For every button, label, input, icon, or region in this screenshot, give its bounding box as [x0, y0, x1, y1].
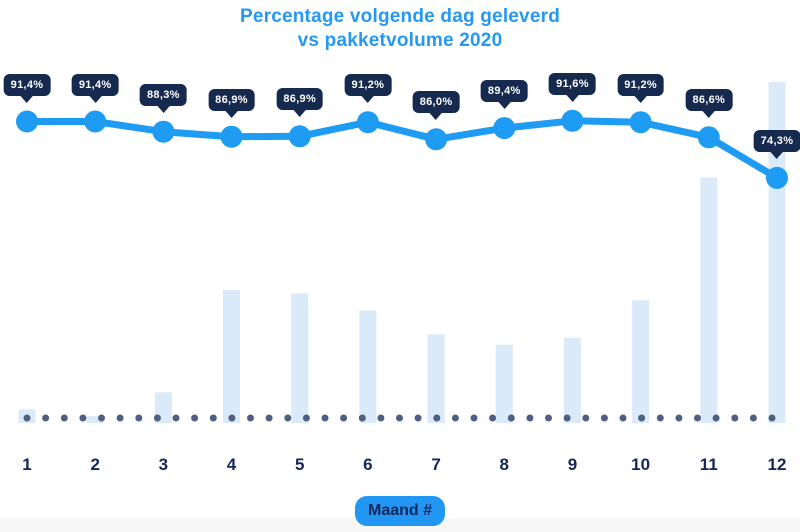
volume-bar	[427, 334, 445, 423]
baseline-dot	[731, 414, 739, 422]
baseline-dot	[321, 414, 329, 422]
x-tick-label: 2	[90, 455, 100, 474]
volume-bar	[86, 416, 104, 423]
baseline-dot	[507, 414, 515, 422]
x-tick-label: 5	[294, 455, 305, 474]
baseline-dot	[247, 414, 254, 422]
baseline-dot	[638, 414, 646, 422]
baseline-dot	[116, 414, 124, 422]
baseline-dot	[451, 414, 459, 422]
baseline-dot	[358, 414, 366, 422]
line-point	[356, 111, 379, 134]
baseline-dot	[526, 414, 534, 422]
x-tick-label: 7	[431, 455, 441, 474]
value-badge: 88,3%	[140, 83, 187, 106]
baseline-dot	[265, 414, 273, 422]
x-tick-label: 12	[767, 455, 787, 474]
volume-bar	[223, 290, 240, 423]
baseline-dot	[23, 414, 31, 422]
x-tick-label: 6	[363, 455, 373, 474]
line-point	[288, 125, 311, 148]
baseline-dot	[79, 414, 87, 422]
baseline-dot	[340, 414, 348, 422]
baseline-dot	[209, 414, 217, 422]
x-tick-label: 8	[499, 455, 509, 474]
baseline-dot	[433, 414, 441, 422]
baseline-dot	[60, 414, 68, 422]
baseline-dot	[600, 414, 608, 422]
baseline-dot	[563, 414, 571, 422]
line-point	[697, 126, 720, 149]
chart-title-line1: Percentage volgende dag geleverd	[239, 6, 560, 27]
value-badge: 91,2%	[344, 74, 392, 97]
baseline-dot	[302, 414, 310, 422]
volume-bar	[495, 344, 513, 423]
line-point	[629, 111, 652, 134]
line-point	[220, 125, 243, 148]
percentage-line	[23, 117, 781, 182]
baseline-dot	[675, 414, 683, 422]
x-tick-label: 10	[631, 455, 651, 474]
value-badge: 91,2%	[617, 74, 664, 97]
baseline-dot	[153, 414, 161, 422]
baseline-dot	[694, 414, 701, 422]
baseline-dot	[284, 414, 292, 422]
baseline-dot	[619, 414, 627, 422]
volume-bar	[632, 300, 650, 423]
x-tick-label: 9	[567, 455, 578, 474]
value-badge: 91,6%	[549, 72, 596, 95]
volume-bar	[291, 293, 309, 423]
line-point	[152, 120, 175, 143]
value-badge: 74,3%	[753, 129, 800, 152]
value-badge: 86,9%	[276, 88, 324, 111]
baseline-dot	[545, 414, 552, 422]
volume-bar	[563, 337, 581, 424]
baseline-dot	[470, 414, 478, 422]
value-badge: 86,6%	[685, 89, 733, 112]
baseline-dot	[172, 414, 180, 422]
x-tick-label: 11	[699, 455, 718, 474]
value-badge: 86,9%	[208, 88, 255, 111]
x-axis-label-badge: Maand #	[354, 496, 446, 526]
x-tick-label: 3	[158, 455, 169, 474]
baseline-dot	[489, 414, 497, 422]
value-badge: 86,0%	[412, 91, 460, 114]
value-badge: 89,4%	[480, 80, 528, 103]
x-tick-label: 4	[226, 455, 237, 474]
volume-bar	[768, 82, 786, 423]
baseline-dot	[768, 414, 776, 422]
baseline-dot	[656, 414, 664, 422]
baseline-dot	[749, 414, 757, 422]
value-badge: 91,4%	[71, 73, 119, 96]
chart-title-line2: vs pakketvolume 2020	[297, 30, 503, 51]
x-tick-label: 1	[22, 455, 32, 474]
baseline-dot	[98, 414, 105, 422]
line-point	[493, 117, 516, 140]
line-point	[561, 109, 584, 132]
volume-bar	[359, 310, 377, 423]
baseline-dot	[712, 414, 720, 422]
baseline-dot	[191, 414, 199, 422]
baseline-dot	[582, 414, 590, 422]
line-point	[766, 166, 788, 189]
value-badge: 91,4%	[3, 73, 51, 96]
line-point	[425, 128, 448, 151]
baseline-dot	[377, 414, 385, 422]
baseline-dot	[228, 414, 236, 422]
chart-title: Percentage volgende dag geleverd vs pakk…	[0, 5, 800, 53]
volume-bar	[700, 177, 718, 423]
baseline-dot	[414, 414, 422, 422]
baseline-dot	[135, 414, 143, 422]
baseline-dot	[396, 414, 403, 422]
baseline-dot	[42, 414, 50, 422]
line-point	[16, 110, 38, 133]
line-point	[84, 110, 107, 133]
